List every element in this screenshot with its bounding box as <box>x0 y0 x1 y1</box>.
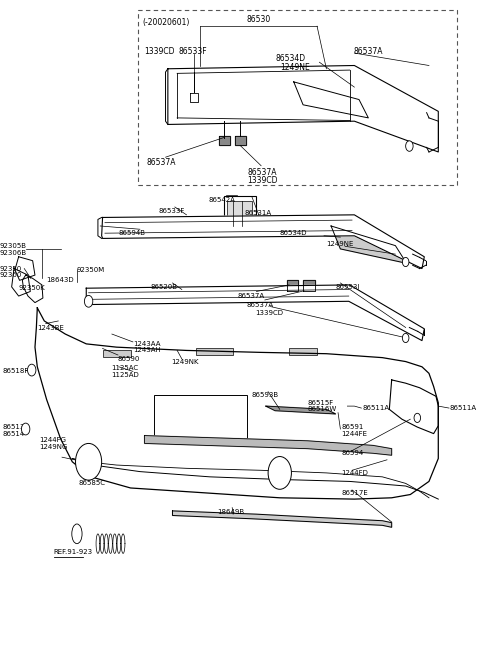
Text: 92350M: 92350M <box>77 267 105 273</box>
Text: 86513: 86513 <box>2 424 24 430</box>
FancyBboxPatch shape <box>93 291 112 301</box>
Circle shape <box>414 413 420 422</box>
Text: 1243AA: 1243AA <box>133 341 161 347</box>
Text: 86534D: 86534D <box>280 230 307 236</box>
Text: 86531A: 86531A <box>245 210 272 216</box>
Circle shape <box>406 141 413 151</box>
Circle shape <box>84 295 93 307</box>
FancyBboxPatch shape <box>154 395 247 438</box>
Text: 86593B: 86593B <box>252 392 279 398</box>
Polygon shape <box>12 269 30 296</box>
Text: 1125AD: 1125AD <box>111 371 139 378</box>
Text: 1249NE: 1249NE <box>280 63 310 72</box>
Polygon shape <box>266 406 336 414</box>
Polygon shape <box>287 280 299 291</box>
Text: 1249NK: 1249NK <box>171 359 199 365</box>
Polygon shape <box>190 93 198 102</box>
Text: 86537A: 86537A <box>246 301 273 308</box>
FancyBboxPatch shape <box>224 196 255 229</box>
Text: 86593J: 86593J <box>336 284 360 290</box>
Text: 18643D: 18643D <box>47 277 74 284</box>
Text: 18649B: 18649B <box>217 509 244 515</box>
Text: 1339CD: 1339CD <box>247 176 277 185</box>
Ellipse shape <box>72 524 82 544</box>
Text: 86537A: 86537A <box>238 293 265 299</box>
Text: 86537A: 86537A <box>247 168 276 177</box>
Text: 86511A: 86511A <box>449 405 477 411</box>
Text: 86514: 86514 <box>2 430 24 437</box>
Polygon shape <box>172 511 392 527</box>
Text: 1125AC: 1125AC <box>111 365 138 371</box>
FancyBboxPatch shape <box>105 222 126 234</box>
FancyBboxPatch shape <box>312 222 323 233</box>
FancyBboxPatch shape <box>103 350 131 357</box>
Polygon shape <box>35 308 438 499</box>
Polygon shape <box>23 275 43 303</box>
Text: REF.91-923: REF.91-923 <box>54 548 93 555</box>
Text: 1244FE: 1244FE <box>341 430 367 437</box>
Polygon shape <box>86 285 424 341</box>
Text: 86542A: 86542A <box>209 196 236 203</box>
Text: 86537A: 86537A <box>147 158 176 167</box>
FancyBboxPatch shape <box>289 290 308 299</box>
Polygon shape <box>294 82 368 118</box>
Text: 86517E: 86517E <box>341 489 368 496</box>
Circle shape <box>75 443 102 480</box>
Text: 86530: 86530 <box>247 15 271 24</box>
Text: 92350: 92350 <box>0 265 22 272</box>
FancyBboxPatch shape <box>196 348 233 355</box>
Polygon shape <box>15 257 35 280</box>
Text: 86590: 86590 <box>118 356 140 362</box>
Text: 92305B: 92305B <box>0 242 27 249</box>
Text: 1249NE: 1249NE <box>326 240 354 247</box>
Circle shape <box>22 423 30 435</box>
Text: 86515F: 86515F <box>308 400 334 406</box>
Text: 1339CD: 1339CD <box>255 310 284 316</box>
Text: 86594: 86594 <box>341 450 363 457</box>
Text: 86516W: 86516W <box>308 406 337 413</box>
FancyBboxPatch shape <box>299 222 310 233</box>
Text: 86585C: 86585C <box>78 479 105 486</box>
Polygon shape <box>144 436 392 455</box>
Polygon shape <box>331 226 407 263</box>
FancyBboxPatch shape <box>205 290 233 300</box>
Polygon shape <box>303 280 315 291</box>
Text: 1243BE: 1243BE <box>37 324 64 331</box>
Polygon shape <box>236 136 246 145</box>
Text: 92350K: 92350K <box>19 285 46 291</box>
Text: 86511A: 86511A <box>363 405 390 411</box>
Text: 1244FG: 1244FG <box>40 437 67 443</box>
Text: 86537A: 86537A <box>353 47 383 56</box>
Text: 92360: 92360 <box>0 272 23 278</box>
Polygon shape <box>389 380 438 434</box>
Circle shape <box>402 333 409 343</box>
Text: 86594B: 86594B <box>119 229 146 236</box>
Circle shape <box>268 457 291 489</box>
FancyBboxPatch shape <box>138 10 457 185</box>
Text: 1249NG: 1249NG <box>40 443 68 450</box>
Text: 86533F: 86533F <box>178 47 207 56</box>
Text: 86534D: 86534D <box>275 54 305 64</box>
Text: 86533F: 86533F <box>158 208 185 214</box>
Polygon shape <box>102 215 424 269</box>
Text: 1243AH: 1243AH <box>133 347 161 354</box>
Text: 86520B: 86520B <box>150 284 177 290</box>
Text: 1339CD: 1339CD <box>144 47 175 56</box>
Text: 86591: 86591 <box>341 424 364 430</box>
Text: 1244FD: 1244FD <box>341 470 368 476</box>
Polygon shape <box>168 66 438 152</box>
FancyBboxPatch shape <box>289 348 317 355</box>
Circle shape <box>402 257 409 267</box>
Text: (-20020601): (-20020601) <box>142 18 190 27</box>
FancyBboxPatch shape <box>227 201 252 226</box>
Text: 92306B: 92306B <box>0 250 27 256</box>
Polygon shape <box>219 136 230 145</box>
Text: 86518F: 86518F <box>2 367 29 374</box>
Circle shape <box>27 364 36 376</box>
